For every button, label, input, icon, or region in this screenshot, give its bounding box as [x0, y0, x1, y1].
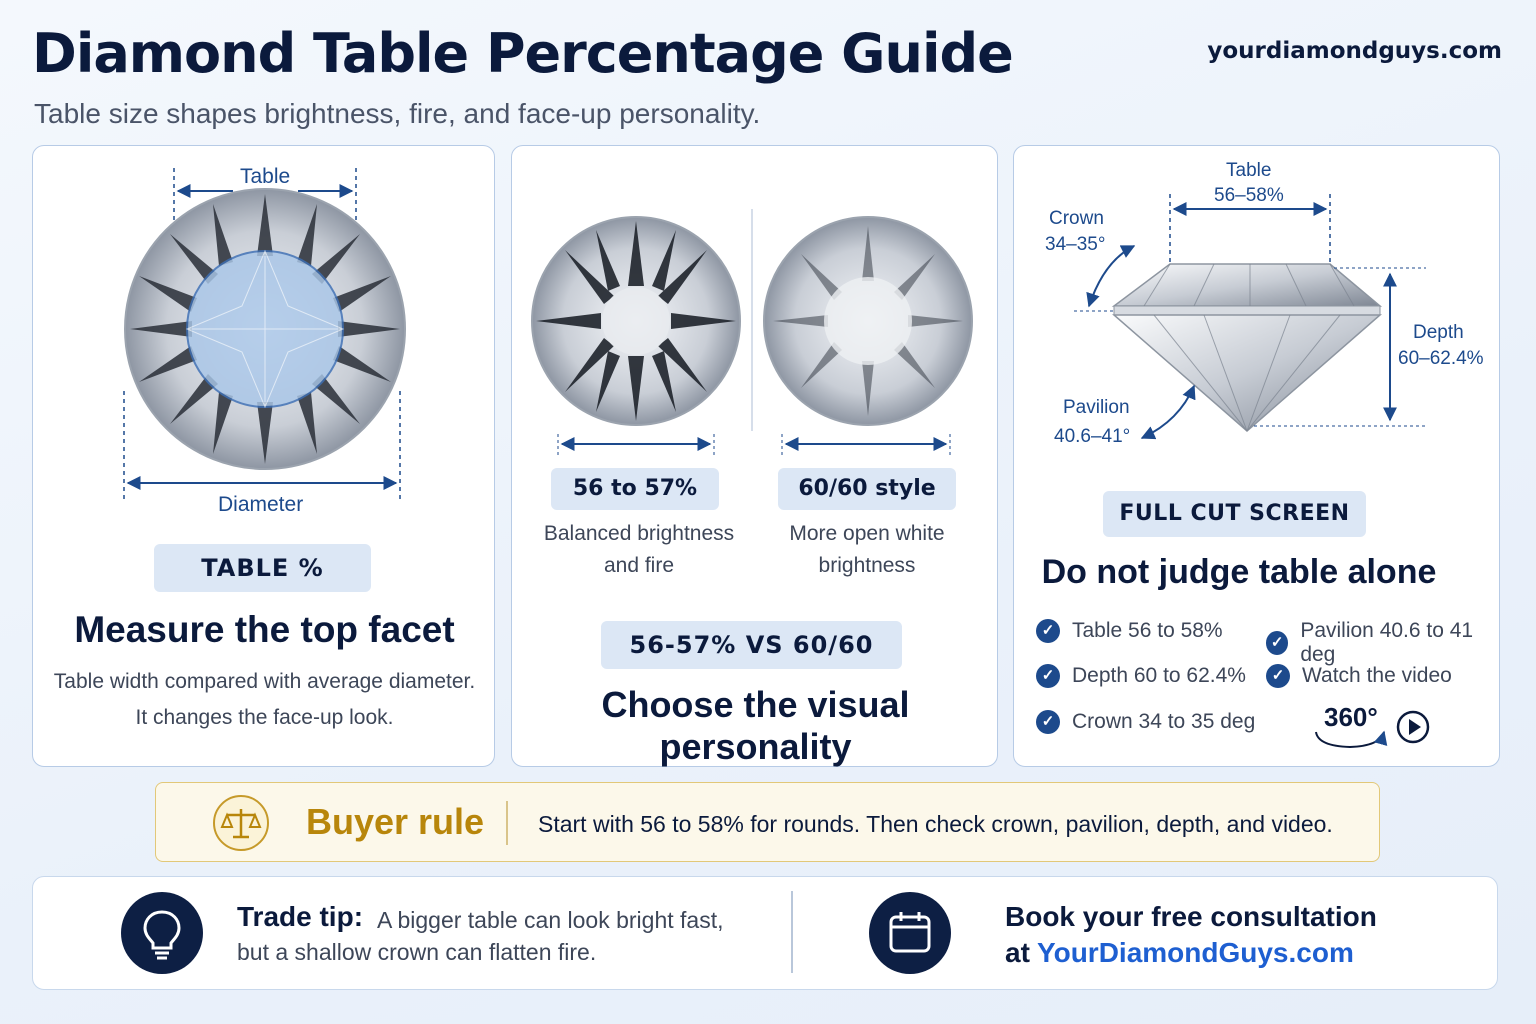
left-desc-line1: Balanced brightness [543, 522, 735, 545]
page-subtitle: Table size shapes brightness, fire, and … [34, 98, 761, 129]
check-text-crown: Crown 34 to 35 deg [1072, 710, 1256, 733]
pavilion-value: 40.6–41° [1054, 426, 1131, 447]
pavilion-label: Pavilion [1063, 397, 1130, 418]
check-text-pavilion: Pavilion 40.6 to 41 deg [1300, 619, 1474, 666]
lightbulb-icon [121, 892, 203, 974]
book-at: at [1005, 937, 1030, 968]
play-icon[interactable] [1395, 709, 1431, 745]
table-comparison-card: 56 to 57% Balanced brightness and fire 6… [511, 145, 998, 767]
scale-icon [213, 795, 269, 851]
card1-heading: Measure the top facet [74, 609, 455, 650]
right-desc-line2: brightness [818, 554, 916, 577]
check-icon: ✓ [1266, 664, 1290, 688]
crown-label: Crown [1049, 208, 1104, 229]
card1-line2: It changes the face-up look. [135, 706, 394, 729]
check-item-pavilion: ✓ Pavilion 40.6 to 41 deg [1266, 619, 1499, 667]
trade-tip-line1: A bigger table can look bright fast, [377, 907, 724, 933]
book-link[interactable]: YourDiamondGuys.com [1037, 937, 1354, 968]
diameter-label: Diameter [218, 493, 304, 516]
bottom-tips-panel: Trade tip: A bigger table can look brigh… [32, 876, 1498, 990]
divider [791, 891, 793, 973]
check-text-depth: Depth 60 to 62.4% [1072, 664, 1246, 687]
pill-56-57: 56 to 57% [551, 468, 719, 510]
rotate-360-icon[interactable]: 360° [1310, 702, 1390, 752]
buyer-rule-text: Start with 56 to 58% for rounds. Then ch… [538, 811, 1333, 837]
site-link[interactable]: yourdiamondguys.com [1207, 38, 1502, 64]
diamond-comparison-images [531, 209, 973, 456]
table-measure-card: Table [32, 145, 495, 767]
trade-tip-label: Trade tip: [237, 901, 364, 932]
calendar-icon [869, 892, 951, 974]
check-icon: ✓ [1036, 619, 1060, 643]
check-text-table: Table 56 to 58% [1072, 619, 1223, 642]
trade-tip-line2: but a shallow crown can flatten fire. [237, 939, 597, 965]
right-desc-line1: More open white [789, 522, 945, 545]
check-text-video: Watch the video [1302, 664, 1452, 687]
buyer-rule-banner: Buyer rule Start with 56 to 58% for roun… [155, 782, 1380, 862]
pill-60-60: 60/60 style [778, 468, 956, 510]
check-item-crown: ✓ Crown 34 to 35 deg [1036, 710, 1255, 734]
full-cut-pill: FULL CUT SCREEN [1103, 491, 1366, 537]
divider [506, 801, 508, 845]
side-table-value: 56–58% [1214, 185, 1284, 206]
diamond-side-profile [1074, 194, 1426, 440]
depth-value: 60–62.4% [1398, 348, 1484, 369]
side-table-label: Table [1226, 160, 1272, 181]
page-title: Diamond Table Percentage Guide [32, 22, 1014, 85]
vs-pill: 56-57% VS 60/60 [601, 621, 902, 669]
depth-label: Depth [1413, 322, 1464, 343]
card2-heading: Choose the visual personality [601, 684, 910, 767]
left-desc-line2: and fire [603, 554, 675, 577]
table-percent-pill: TABLE % [154, 544, 371, 592]
full-cut-card: Table 56–58% Crown 34–35° Depth 60–62.4%… [1013, 145, 1500, 767]
table-label: Table [240, 165, 291, 188]
check-item-video: ✓ Watch the video [1266, 664, 1452, 688]
buyer-rule-title: Buyer rule [306, 801, 485, 842]
card1-line1: Table width compared with average diamet… [53, 670, 476, 693]
book-line1: Book your free consultation [1005, 901, 1377, 932]
check-icon: ✓ [1266, 631, 1289, 655]
check-icon: ✓ [1036, 710, 1060, 734]
check-item-table: ✓ Table 56 to 58% [1036, 619, 1223, 643]
check-icon: ✓ [1036, 664, 1060, 688]
card3-heading: Do not judge table alone [1041, 553, 1437, 591]
round-diamond-top-view [123, 168, 406, 501]
check-item-depth: ✓ Depth 60 to 62.4% [1036, 664, 1246, 688]
